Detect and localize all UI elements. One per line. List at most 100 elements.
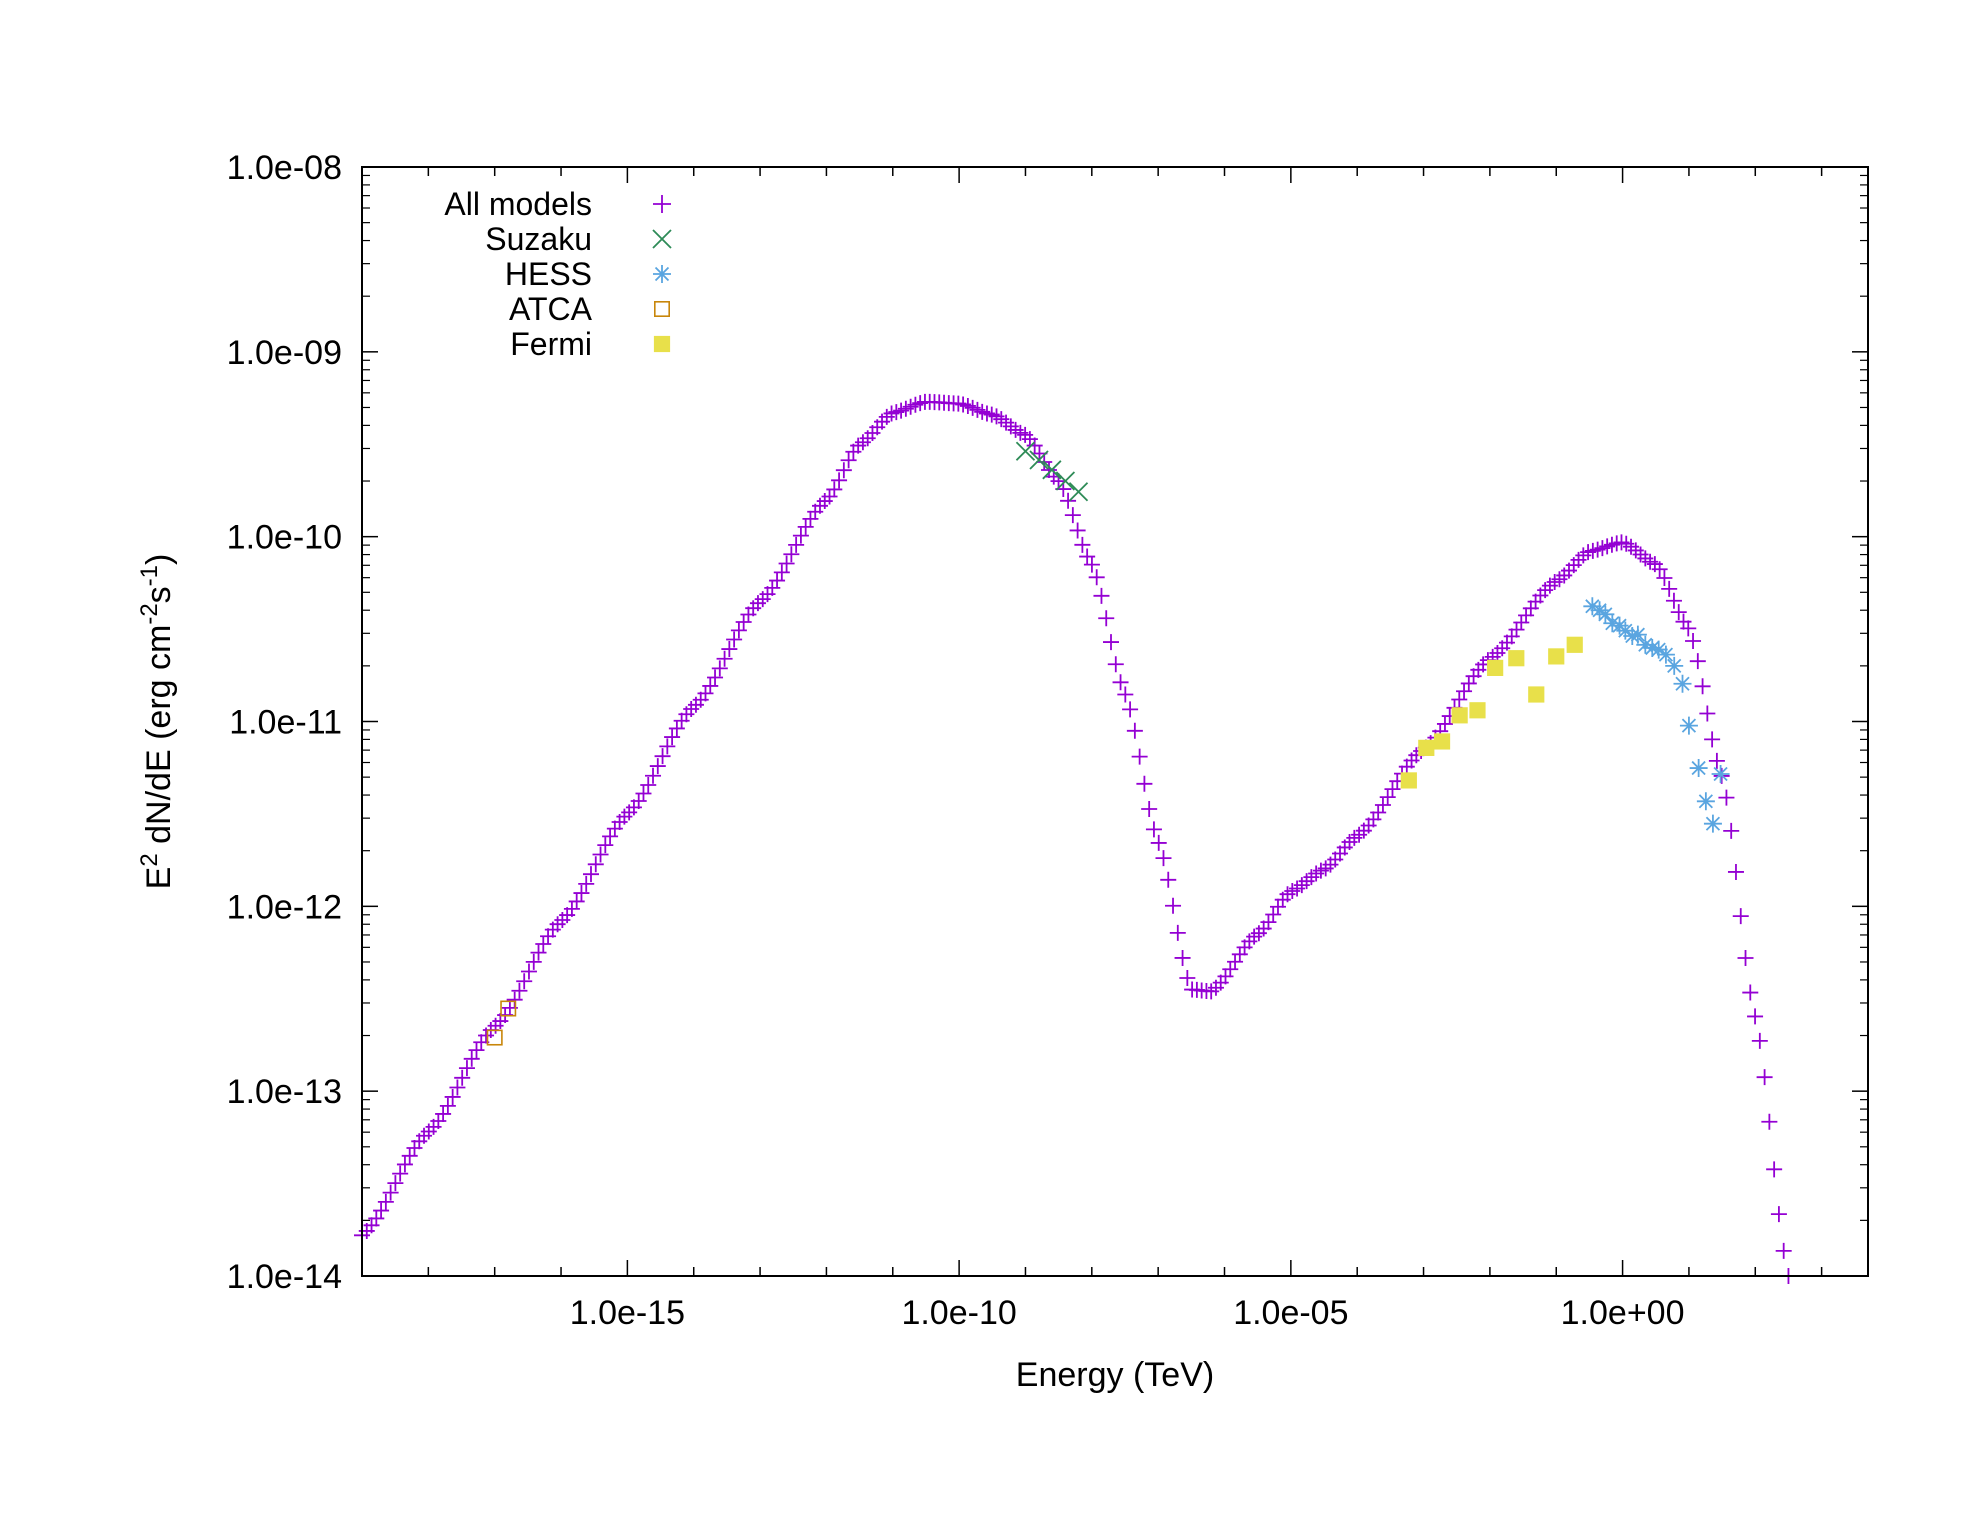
model-point bbox=[716, 650, 733, 667]
model-point bbox=[1079, 548, 1096, 565]
model-point bbox=[1145, 821, 1162, 838]
model-point bbox=[377, 1193, 394, 1210]
plot-frame bbox=[361, 166, 1869, 1277]
model-point bbox=[1174, 949, 1191, 966]
hess-point bbox=[1623, 627, 1642, 646]
y-tick-label: 1.0e-12 bbox=[227, 888, 342, 926]
model-point bbox=[1680, 620, 1697, 637]
y-tick-label: 1.0e-11 bbox=[229, 704, 342, 742]
model-point bbox=[1747, 1008, 1764, 1025]
model-point bbox=[1651, 561, 1668, 578]
hess-point bbox=[1649, 640, 1668, 659]
legend-marker-3 bbox=[653, 265, 671, 283]
model-point bbox=[1451, 691, 1468, 708]
y-label-sup-1: 2 bbox=[136, 853, 163, 866]
model-point bbox=[726, 631, 743, 648]
model-point bbox=[1131, 748, 1148, 765]
model-point bbox=[1088, 569, 1105, 586]
model-point bbox=[449, 1079, 466, 1096]
model-point bbox=[1169, 924, 1186, 941]
y-axis-label: E2 dN/dE (erg cm-2s-1) bbox=[136, 554, 179, 890]
model-point bbox=[1379, 789, 1396, 806]
model-point bbox=[592, 846, 609, 863]
y-tick-label: 1.0e-08 bbox=[227, 149, 342, 187]
model-point bbox=[778, 555, 795, 572]
model-point bbox=[654, 748, 671, 765]
suzaku-point bbox=[1042, 460, 1062, 480]
atca-point bbox=[486, 1029, 503, 1046]
fermi-point bbox=[1566, 636, 1583, 653]
model-point bbox=[1117, 686, 1134, 703]
fermi-point bbox=[1451, 707, 1468, 724]
model-point bbox=[1126, 722, 1143, 739]
model-point bbox=[463, 1050, 480, 1067]
fermi-point bbox=[1487, 659, 1504, 676]
model-point bbox=[1685, 632, 1702, 649]
model-point bbox=[664, 729, 681, 746]
model-point bbox=[1718, 789, 1735, 806]
model-point bbox=[1093, 587, 1110, 604]
model-point bbox=[1708, 752, 1725, 769]
fermi-point bbox=[1548, 648, 1565, 665]
model-point bbox=[1727, 863, 1744, 880]
y-label-sup-2: -2 bbox=[136, 603, 163, 624]
ticks-layer bbox=[361, 166, 1868, 1277]
x-tick-label: 1.0e+00 bbox=[1561, 1294, 1685, 1332]
fermi-point bbox=[1508, 650, 1525, 667]
model-point bbox=[382, 1184, 399, 1201]
hess-point bbox=[1673, 674, 1692, 693]
model-point bbox=[1756, 1069, 1773, 1086]
model-point bbox=[1155, 850, 1172, 867]
model-point bbox=[1699, 705, 1716, 722]
model-point bbox=[707, 669, 724, 686]
hess-point bbox=[1590, 601, 1609, 620]
model-point bbox=[435, 1105, 452, 1122]
model-point bbox=[711, 660, 728, 677]
y-label-mid-2: s bbox=[140, 586, 178, 603]
hess-point bbox=[1596, 605, 1615, 624]
model-point bbox=[1150, 834, 1167, 851]
model-point bbox=[769, 572, 786, 589]
model-point bbox=[1737, 949, 1754, 966]
x-axis-label: Energy (TeV) bbox=[1016, 1356, 1214, 1394]
model-point bbox=[1766, 1161, 1783, 1178]
model-point bbox=[396, 1156, 413, 1173]
model-point bbox=[373, 1202, 390, 1219]
model-point bbox=[568, 893, 585, 910]
points-layer bbox=[354, 393, 1797, 1284]
hess-point bbox=[1665, 656, 1684, 675]
atca-point bbox=[500, 1000, 517, 1017]
legend-label-hess: HESS bbox=[505, 256, 592, 292]
model-point bbox=[1098, 610, 1115, 627]
model-point bbox=[649, 758, 666, 775]
model-point bbox=[1751, 1032, 1768, 1049]
y-tick-label: 1.0e-10 bbox=[227, 519, 342, 557]
legend-marker-5 bbox=[653, 335, 671, 353]
model-point bbox=[1103, 634, 1120, 651]
legend-marker-4 bbox=[653, 300, 670, 317]
y-tick-label: 1.0e-13 bbox=[227, 1073, 342, 1111]
model-point bbox=[826, 481, 843, 498]
model-point bbox=[659, 738, 676, 755]
model-point bbox=[702, 677, 719, 694]
model-point bbox=[530, 944, 547, 961]
model-point bbox=[1656, 569, 1673, 586]
model-point bbox=[773, 564, 790, 581]
model-point bbox=[797, 518, 814, 535]
hess-point bbox=[1656, 645, 1675, 664]
model-point bbox=[525, 953, 542, 970]
hess-point bbox=[1583, 597, 1602, 616]
fermi-point bbox=[1400, 772, 1417, 789]
hess-point bbox=[1636, 635, 1655, 654]
model-point bbox=[831, 472, 848, 489]
suzaku-point bbox=[1029, 450, 1049, 470]
x-tick-label: 1.0e-15 bbox=[570, 1294, 685, 1332]
x-tick-label: 1.0e-05 bbox=[1233, 1294, 1348, 1332]
legend-marker-2 bbox=[652, 229, 672, 249]
y-label-sup-3: -1 bbox=[136, 565, 163, 586]
model-point bbox=[520, 963, 537, 980]
model-point bbox=[597, 837, 614, 854]
model-point bbox=[1069, 522, 1086, 539]
hess-point bbox=[1696, 792, 1715, 811]
model-point bbox=[444, 1088, 461, 1105]
